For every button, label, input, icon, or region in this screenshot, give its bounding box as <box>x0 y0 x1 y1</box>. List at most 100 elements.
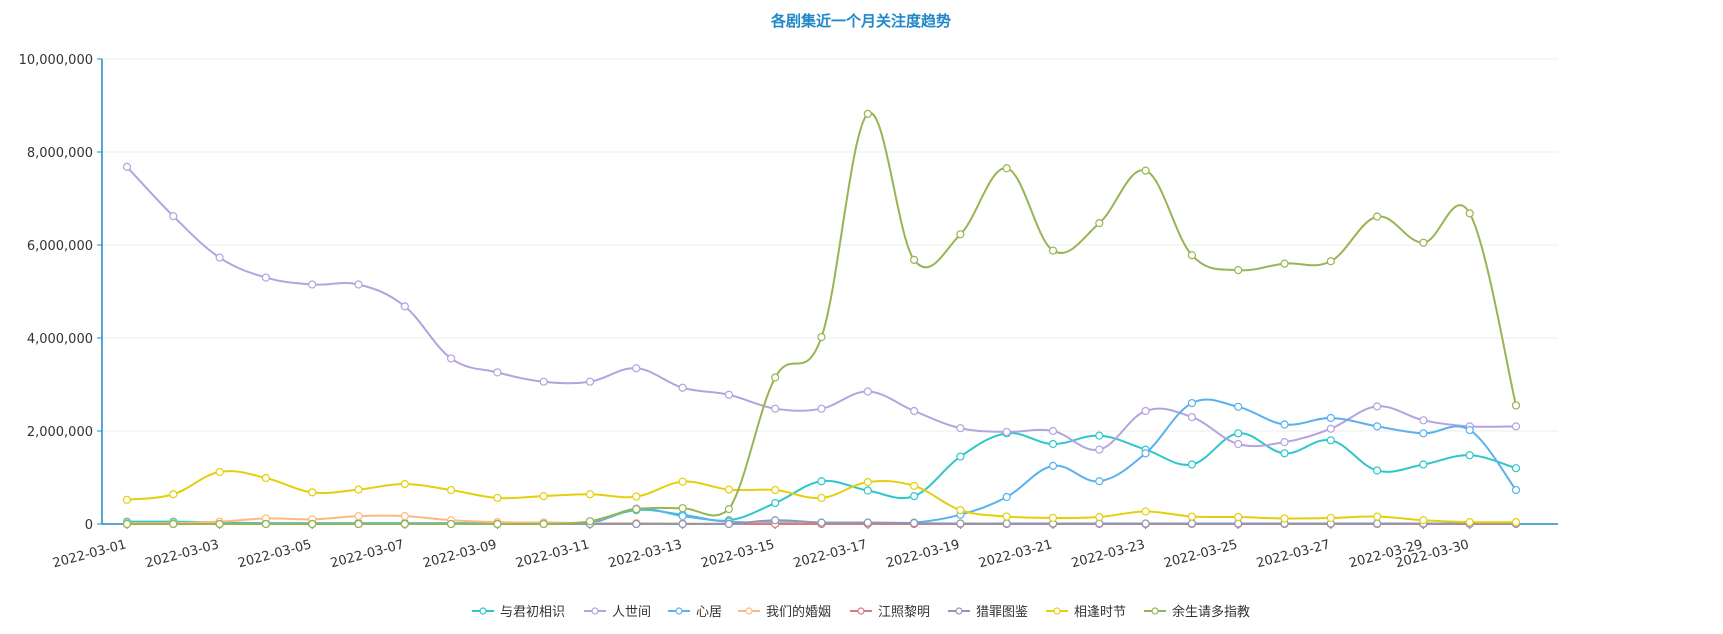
data-point[interactable] <box>863 109 872 118</box>
data-point[interactable] <box>1002 492 1011 502</box>
data-point[interactable] <box>1095 219 1104 228</box>
data-point[interactable] <box>956 452 965 461</box>
data-point[interactable] <box>678 511 687 521</box>
data-point[interactable] <box>354 519 363 529</box>
data-point[interactable] <box>354 511 363 521</box>
data-point[interactable] <box>261 273 270 282</box>
legend-item-我们的婚姻[interactable]: 我们的婚姻 <box>738 604 831 620</box>
data-point[interactable] <box>1234 429 1243 438</box>
data-point[interactable] <box>1141 449 1150 458</box>
data-point[interactable] <box>1048 513 1058 523</box>
data-point[interactable] <box>678 519 687 529</box>
data-point[interactable] <box>1372 512 1382 521</box>
data-point[interactable] <box>1141 519 1150 528</box>
data-point[interactable] <box>1326 413 1335 423</box>
data-point[interactable] <box>909 481 919 490</box>
data-point[interactable] <box>400 511 409 521</box>
data-point[interactable] <box>1002 512 1011 521</box>
data-point[interactable] <box>1280 449 1289 458</box>
data-point[interactable] <box>863 518 872 527</box>
data-point[interactable] <box>1048 439 1058 449</box>
data-point[interactable] <box>215 253 224 262</box>
data-point[interactable] <box>724 505 734 514</box>
data-point[interactable] <box>1187 519 1197 528</box>
data-point[interactable] <box>1095 431 1104 440</box>
data-point[interactable] <box>1002 519 1011 528</box>
data-point[interactable] <box>771 516 780 525</box>
data-point[interactable] <box>1419 516 1428 525</box>
data-point[interactable] <box>215 467 224 477</box>
data-point[interactable] <box>1372 466 1382 475</box>
data-point[interactable] <box>1048 461 1058 470</box>
data-point[interactable] <box>1048 426 1058 436</box>
legend-item-猎罪图鉴[interactable]: 猎罪图鉴 <box>948 605 1028 620</box>
data-point[interactable] <box>817 493 826 503</box>
data-point[interactable] <box>1465 209 1474 218</box>
legend-item-江照黎明[interactable]: 江照黎明 <box>850 605 930 620</box>
data-point[interactable] <box>956 424 965 433</box>
data-point[interactable] <box>1326 424 1335 433</box>
data-point[interactable] <box>1280 420 1289 429</box>
data-point[interactable] <box>539 377 548 386</box>
data-point[interactable] <box>956 230 965 239</box>
data-point[interactable] <box>1372 212 1382 221</box>
data-point[interactable] <box>1465 425 1474 435</box>
legend-item-余生请多指教[interactable]: 余生请多指教 <box>1144 604 1250 620</box>
legend-item-与君初相识[interactable]: 与君初相识 <box>472 605 565 620</box>
data-point[interactable] <box>632 364 641 373</box>
data-point[interactable] <box>1326 513 1335 523</box>
data-point[interactable] <box>1280 259 1289 268</box>
data-point[interactable] <box>1187 412 1197 422</box>
data-point[interactable] <box>1419 429 1428 438</box>
data-point[interactable] <box>261 519 270 529</box>
data-point[interactable] <box>1511 464 1521 473</box>
data-point[interactable] <box>956 505 965 515</box>
data-point[interactable] <box>122 519 132 529</box>
data-point[interactable] <box>447 519 456 529</box>
data-point[interactable] <box>400 302 409 311</box>
data-point[interactable] <box>909 406 919 416</box>
data-point[interactable] <box>1187 399 1197 408</box>
data-point[interactable] <box>493 368 502 377</box>
data-point[interactable] <box>632 492 641 501</box>
legend-item-心居[interactable]: 心居 <box>668 605 722 620</box>
data-point[interactable] <box>1002 427 1011 437</box>
data-point[interactable] <box>400 479 409 489</box>
data-point[interactable] <box>771 404 780 413</box>
data-point[interactable] <box>1187 460 1197 469</box>
data-point[interactable] <box>1141 507 1150 516</box>
data-point[interactable] <box>632 505 641 514</box>
data-point[interactable] <box>1372 422 1382 431</box>
data-point[interactable] <box>771 485 780 495</box>
data-point[interactable] <box>724 390 734 399</box>
data-point[interactable] <box>1419 460 1428 469</box>
data-point[interactable] <box>817 477 826 486</box>
data-point[interactable] <box>122 495 132 504</box>
data-point[interactable] <box>1048 246 1058 255</box>
data-point[interactable] <box>1372 519 1382 528</box>
data-point[interactable] <box>1511 518 1521 527</box>
data-point[interactable] <box>354 485 363 494</box>
data-point[interactable] <box>632 519 641 529</box>
data-point[interactable] <box>261 473 270 483</box>
data-point[interactable] <box>817 518 826 527</box>
data-point[interactable] <box>308 280 317 289</box>
data-point[interactable] <box>1234 402 1243 411</box>
data-point[interactable] <box>447 354 456 363</box>
data-point[interactable] <box>1280 514 1289 523</box>
data-point[interactable] <box>1234 266 1243 275</box>
data-point[interactable] <box>863 478 872 487</box>
data-point[interactable] <box>1372 402 1382 411</box>
data-point[interactable] <box>169 519 178 529</box>
data-point[interactable] <box>308 519 317 529</box>
data-point[interactable] <box>1419 238 1428 247</box>
legend[interactable]: 与君初相识 人世间 心居 我们的婚姻 江照黎明 猎罪图鉴 相逢时节 余生请多指教 <box>472 604 1250 620</box>
data-point[interactable] <box>1141 406 1150 416</box>
data-point[interactable] <box>585 490 595 499</box>
data-point[interactable] <box>678 383 687 392</box>
data-point[interactable] <box>1234 512 1243 522</box>
data-point[interactable] <box>1095 445 1104 454</box>
data-point[interactable] <box>1280 438 1289 447</box>
data-point[interactable] <box>863 387 872 396</box>
data-point[interactable] <box>1141 166 1150 175</box>
